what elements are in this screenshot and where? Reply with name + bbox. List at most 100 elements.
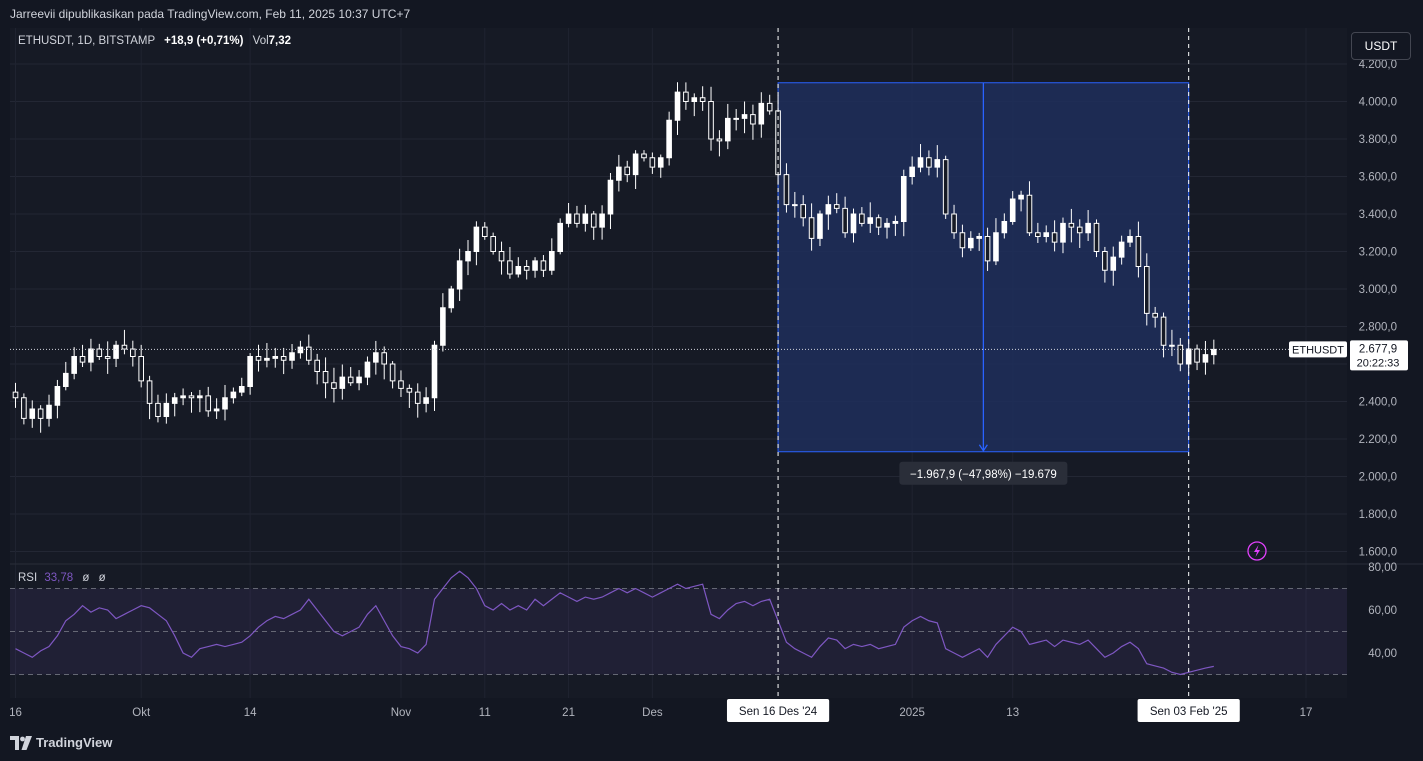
rsi-tick-label: 80,00 [1368, 562, 1397, 574]
candle-body-up [171, 397, 178, 404]
candle [398, 370, 404, 397]
candle-body-down [21, 397, 27, 419]
candle [79, 344, 86, 368]
candle [247, 353, 253, 395]
candle [984, 227, 991, 271]
candle [1018, 190, 1024, 212]
candle-body-down [481, 226, 488, 237]
candle-body-down [155, 402, 161, 417]
price-tick-label: 3.000,0 [1359, 284, 1397, 296]
candle-body-down [1035, 232, 1041, 237]
candle [188, 392, 195, 413]
candle [1152, 306, 1158, 328]
candle [431, 340, 438, 411]
candle-body-up [632, 153, 639, 176]
date-marker-box [726, 699, 830, 722]
candle-body-down [624, 166, 631, 176]
candle-body-down [507, 260, 513, 275]
symbol-label[interactable]: ETHUSDT, 1D, BITSTAMP [18, 35, 155, 47]
candle [909, 156, 915, 185]
candle [884, 218, 890, 239]
candle [582, 204, 589, 232]
tradingview-logo[interactable]: TradingView [10, 735, 112, 750]
tradingview-icon [10, 735, 32, 750]
price-tag-box [1350, 340, 1408, 371]
candle-body-up [364, 361, 371, 378]
candle-body-up [1043, 232, 1050, 237]
candle-body-up [473, 226, 480, 252]
measure-arrow-head [978, 444, 988, 452]
symbol-legend[interactable]: ETHUSDT, 1D, BITSTAMP +18,9 (+0,71%) Vol… [18, 35, 291, 47]
lightning-icon-ring [1247, 541, 1267, 561]
rsi-na-2: ø [98, 572, 106, 584]
candle-body-up [339, 376, 346, 389]
candle-body-up [1202, 354, 1209, 363]
candle-body-up [213, 408, 220, 412]
candle [1102, 246, 1108, 283]
candle [624, 160, 631, 183]
candle-body-down [590, 213, 597, 228]
candle [607, 173, 614, 230]
price-tag-countdown: 20:22:33 [1357, 357, 1400, 369]
candle [959, 224, 966, 258]
price-tick-label: 2.800,0 [1359, 322, 1397, 334]
candle [1135, 221, 1142, 278]
candle-body-up [71, 356, 77, 374]
candle [641, 150, 647, 162]
candle-body-up [599, 213, 605, 228]
candle-body-down [859, 213, 865, 224]
candle-body-down [1026, 194, 1033, 234]
candle [121, 329, 128, 355]
candle [255, 344, 262, 372]
candle [440, 293, 446, 352]
candle-body-up [272, 356, 279, 359]
time-tick-label: 21 [562, 707, 575, 719]
candle-body-up [264, 357, 270, 361]
candle-body-up [356, 376, 362, 384]
candle [213, 398, 220, 419]
candle-body-up [1110, 256, 1117, 271]
candle [37, 405, 44, 433]
candle [1093, 219, 1100, 258]
candle [314, 353, 320, 385]
candle [976, 232, 982, 251]
date-marker-box [1137, 699, 1240, 722]
candle-body-down [959, 232, 966, 249]
price-tick-label: 3.600,0 [1359, 172, 1397, 184]
candle [993, 218, 999, 266]
candle [766, 94, 773, 115]
candle [1194, 344, 1200, 371]
rsi-label[interactable]: RSI [18, 572, 38, 584]
candle-body-up [222, 397, 228, 410]
candle-body-up [892, 221, 899, 224]
candle-body-down [766, 102, 773, 112]
candle-body-down [347, 376, 354, 384]
candle [549, 238, 555, 275]
candle-body-down [942, 159, 949, 215]
rsi-legend[interactable]: RSI 33,78 ø ø [18, 572, 106, 584]
candle [699, 86, 706, 111]
candle-body-down [523, 266, 530, 271]
measure-label-box [899, 461, 1068, 485]
candle [968, 231, 974, 251]
currency-button[interactable]: USDT [1351, 32, 1411, 60]
price-tick-label: 1.800,0 [1359, 509, 1397, 521]
candle [708, 86, 714, 151]
candle-body-up [289, 352, 295, 361]
candle-body-down [280, 356, 287, 361]
candle [507, 246, 513, 279]
candle [465, 240, 471, 276]
candle-body-up [733, 117, 739, 120]
change-value: +18,9 (+0,71%) [164, 35, 244, 47]
candle-body-up [549, 251, 555, 271]
candle-body-down [833, 204, 840, 209]
lightning-icon[interactable] [1247, 541, 1267, 561]
candle [180, 388, 186, 406]
price-tick-label: 2.200,0 [1359, 434, 1397, 446]
candle-body-down [708, 101, 714, 140]
candle-layer [12, 82, 1217, 433]
candle-body-up [825, 204, 832, 215]
candle [96, 343, 103, 360]
candle [331, 367, 337, 403]
